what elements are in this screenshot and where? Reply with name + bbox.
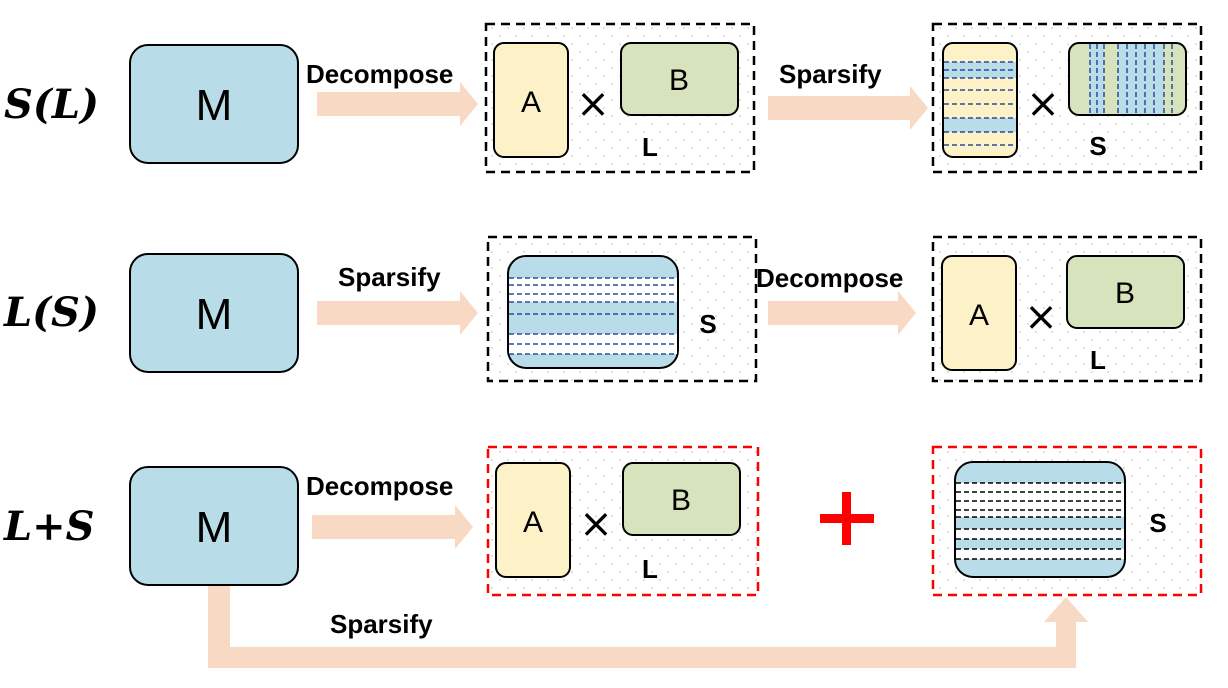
matrix-a-label-row3: A	[523, 506, 543, 539]
row-label-lps: L+S	[3, 503, 95, 550]
matrix-a-label-row2: A	[969, 299, 989, 332]
result-s-label-row1: S	[1089, 131, 1106, 161]
result-l-label-row3: L	[642, 554, 658, 584]
result-s-label-row3: S	[1149, 508, 1166, 538]
matrix-m-row2	[129, 253, 299, 373]
matrix-b-label-row1: B	[669, 64, 689, 97]
result-l-label-row1: L	[642, 132, 658, 162]
times-icon-row1a: ×	[576, 81, 610, 127]
decompose-arrow-row3	[312, 505, 473, 549]
sparse-rows-row3	[956, 482, 1124, 560]
sparsify-label-row3: Sparsify	[330, 609, 433, 639]
matrix-a-row2	[941, 255, 1017, 371]
decompose-label-row3: Decompose	[306, 471, 453, 501]
result-l-label-row2: L	[1090, 345, 1106, 375]
plus-icon	[820, 492, 874, 545]
matrix-b-label-row3: B	[671, 484, 691, 517]
times-icon-row1b: ×	[1026, 81, 1060, 127]
matrix-b-row1	[620, 42, 739, 116]
decompose-arrow-row2	[768, 291, 916, 335]
matrix-m-row1	[129, 44, 299, 164]
matrix-b-row3	[622, 462, 741, 536]
times-icon-row3: ×	[579, 501, 613, 547]
decompose-label-row2: Decompose	[756, 263, 903, 293]
matrix-m-row3	[129, 466, 299, 586]
matrix-b-label-row2: B	[1115, 277, 1135, 310]
matrix-m-label-row1: M	[196, 81, 233, 130]
sparse-matrix-a-row1	[942, 42, 1018, 158]
sparsify-label-row2: Sparsify	[338, 262, 441, 292]
matrix-m-label-row2: M	[196, 290, 233, 339]
sparse-cols-b-row1	[1089, 44, 1173, 114]
decompose-label-row1: Decompose	[306, 59, 453, 89]
sparsify-label-row1: Sparsify	[779, 59, 882, 89]
result-s-label-row2: S	[699, 309, 716, 339]
sparsify-path-row3	[208, 585, 1088, 668]
times-icon-row2: ×	[1024, 294, 1058, 340]
matrix-a-row3	[495, 462, 571, 578]
matrix-a-row1	[493, 42, 569, 158]
sparse-rows-row2	[509, 277, 677, 355]
decompose-arrow-row1	[317, 82, 478, 126]
row-label-sl: S(L)	[4, 81, 99, 128]
matrix-a-label-row1: A	[521, 86, 541, 119]
matrix-b-row2	[1066, 255, 1185, 329]
matrix-m-label-row3: M	[196, 503, 233, 552]
row-label-ls: L(S)	[3, 289, 99, 336]
sparsify-arrow-row2	[317, 291, 478, 335]
sparse-rows-a-row1	[944, 61, 1016, 146]
sparsify-arrow-row1	[768, 86, 928, 130]
